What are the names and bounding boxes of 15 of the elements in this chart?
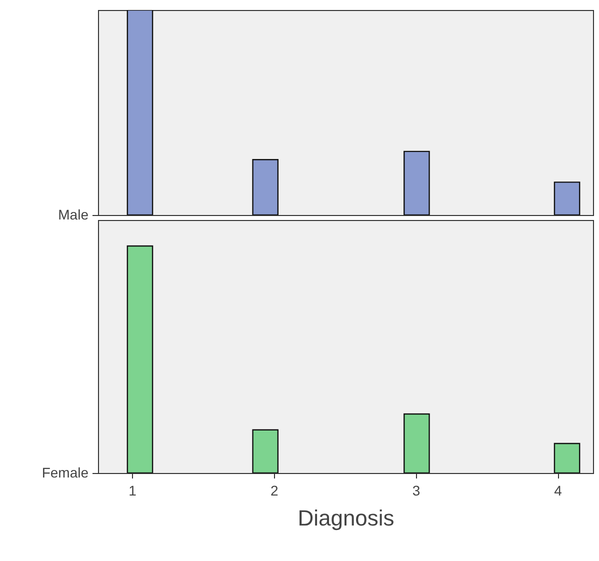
bar	[252, 159, 279, 215]
bar	[554, 442, 580, 473]
y-axis-title: Male	[58, 206, 89, 222]
x-tick-label: 1	[128, 482, 137, 498]
bar	[126, 245, 154, 473]
x-axis-title: Diagnosis	[298, 506, 394, 530]
bar	[126, 10, 154, 215]
bar	[404, 413, 430, 473]
bar	[252, 429, 279, 473]
x-tick-label: 4	[554, 482, 562, 498]
y-axis-title: Female	[42, 464, 89, 480]
x-tick-label: 2	[270, 482, 278, 498]
x-tick-label: 3	[412, 482, 420, 498]
bar	[554, 182, 580, 215]
bar	[404, 150, 430, 215]
